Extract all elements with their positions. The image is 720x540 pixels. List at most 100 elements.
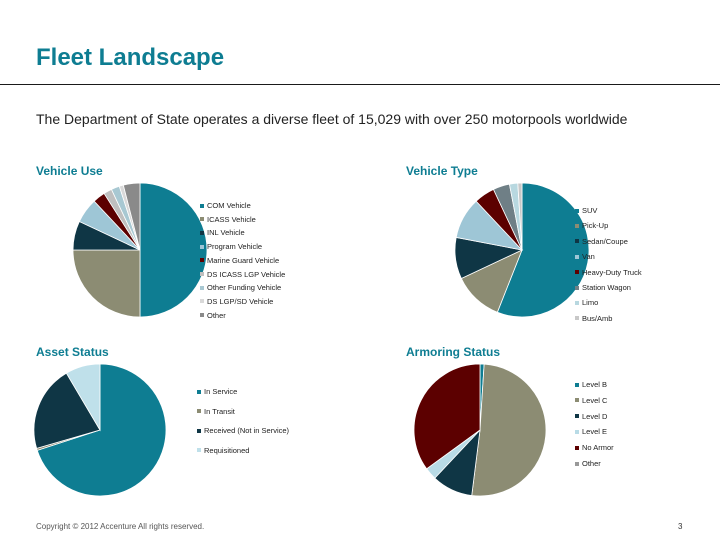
vehicle-use-legend-swatch: [200, 230, 204, 235]
vehicle-type-legend-item: Heavy-Duty Truck: [575, 268, 642, 277]
vehicle-use-legend-swatch: [200, 203, 204, 208]
vehicle-type-legend-swatch: [575, 285, 579, 290]
armoring-status-legend-item: Other: [575, 459, 601, 468]
vehicle-use-legend-swatch: [200, 244, 204, 249]
vehicle-type-legend-swatch: [575, 300, 579, 305]
asset-status-legend-swatch: [197, 409, 201, 413]
vehicle-use-legend-swatch: [200, 272, 204, 276]
armoring-status-legend-label: Level C: [582, 395, 608, 405]
vehicle-type-slice-bus-amb: [517, 182, 523, 251]
vehicle-type-legend-swatch: [575, 208, 579, 213]
asset-status-slice-requisitioned: [65, 363, 101, 432]
vehicle-type-legend-label: Pick-Up: [582, 221, 609, 231]
vehicle-type-legend-label: Heavy-Duty Truck: [582, 267, 642, 277]
copyright-footer: Copyright © 2012 Accenture All rights re…: [36, 522, 205, 531]
vehicle-use-legend-swatch: [200, 313, 204, 318]
vehicle-type-legend-item: Station Wagon: [575, 283, 631, 292]
vehicle-type-title: Vehicle Type: [406, 164, 478, 178]
vehicle-type-legend-label: Bus/Amb: [582, 313, 613, 323]
vehicle-use-legend-item: ICASS Vehicle: [200, 215, 256, 224]
vehicle-type-legend-item: Limo: [575, 298, 598, 307]
armoring-status-legend-swatch: [575, 461, 579, 466]
asset-status-title: Asset Status: [36, 345, 109, 359]
armoring-status-legend-item: Level E: [575, 427, 607, 436]
armoring-status-legend-label: Other: [582, 459, 601, 468]
asset-status-legend-label: In Transit: [204, 406, 235, 416]
armoring-status-legend-label: Level D: [582, 411, 608, 421]
armoring-status-legend-label: Level B: [582, 380, 608, 389]
vehicle-use-title: Vehicle Use: [36, 164, 103, 178]
vehicle-use-legend-item: Marine Guard Vehicle: [200, 256, 279, 265]
vehicle-use-legend-swatch: [200, 299, 204, 304]
armoring-status-legend-label: No Armor: [582, 443, 614, 453]
vehicle-use-legend-item: Program Vehicle: [200, 242, 262, 251]
asset-status-legend-item: Received (Not in Service): [197, 426, 289, 435]
vehicle-use-legend-label: DS ICASS LGP Vehicle: [207, 269, 286, 279]
vehicle-type-legend-item: Van: [575, 252, 595, 261]
vehicle-type-legend-item: Pick-Up: [575, 221, 608, 230]
vehicle-use-legend-label: ICASS Vehicle: [207, 214, 256, 224]
vehicle-type-legend-swatch: [575, 270, 579, 275]
asset-status-legend-item: Requisitioned: [197, 446, 249, 455]
asset-status-legend-swatch: [197, 428, 201, 433]
armoring-status-legend-swatch: [575, 398, 579, 403]
page-number: 3: [678, 522, 683, 531]
vehicle-type-slices: [454, 182, 590, 318]
armoring-status-slice-level-c: [471, 363, 547, 497]
vehicle-use-legend-label: INL Vehicle: [207, 228, 245, 238]
armoring-status-legend-swatch: [575, 382, 579, 387]
armoring-status-slices: [413, 363, 547, 497]
vehicle-use-slice-com-vehicle: [139, 182, 208, 318]
vehicle-use-legend-item: INL Vehicle: [200, 228, 245, 237]
asset-status-slices: [33, 363, 167, 497]
vehicle-use-legend-label: DS LGP/SD Vehicle: [207, 296, 274, 306]
armoring-status-legend-item: No Armor: [575, 443, 614, 452]
vehicle-type-legend-label: Station Wagon: [582, 283, 631, 292]
armoring-status-slice-no-armor: [413, 363, 481, 470]
vehicle-use-legend-item: COM Vehicle: [200, 201, 251, 210]
asset-status-legend-label: Received (Not in Service): [204, 426, 290, 435]
vehicle-use-slice-icass-vehicle: [72, 249, 141, 318]
armoring-status-legend-label: Level E: [582, 427, 608, 437]
asset-status-legend-swatch: [197, 448, 201, 452]
title-divider: [0, 84, 720, 85]
vehicle-use-legend-label: Other Funding Vehicle: [207, 283, 282, 293]
vehicle-type-legend-item: Sedan/Coupe: [575, 237, 628, 246]
vehicle-use-legend-label: Program Vehicle: [207, 242, 263, 252]
page-title: Fleet Landscape: [36, 44, 225, 71]
vehicle-use-legend-label: Marine Guard Vehicle: [207, 255, 280, 265]
armoring-status-legend-swatch: [575, 429, 579, 434]
vehicle-use-legend-item: DS ICASS LGP Vehicle: [200, 270, 285, 279]
vehicle-type-legend-label: Van: [582, 252, 595, 262]
armoring-status-legend-swatch: [575, 414, 579, 419]
armoring-status-legend-swatch: [575, 445, 579, 450]
vehicle-type-legend-label: Sedan/Coupe: [582, 236, 628, 246]
vehicle-use-slices: [72, 182, 208, 318]
vehicle-type-legend-item: Bus/Amb: [575, 314, 612, 323]
asset-status-slice-received-not-in-service: [33, 372, 101, 449]
vehicle-type-legend-swatch: [575, 239, 579, 244]
asset-status-legend-label: Requisitioned: [204, 445, 250, 455]
vehicle-use-legend-item: Other: [200, 311, 226, 320]
armoring-status-legend-item: Level C: [575, 396, 607, 405]
armoring-status-legend-item: Level D: [575, 412, 607, 421]
asset-status-legend-label: In Service: [204, 387, 238, 396]
armoring-status-legend-item: Level B: [575, 380, 607, 389]
vehicle-type-legend-swatch: [575, 254, 579, 259]
vehicle-type-legend-swatch: [575, 316, 579, 321]
vehicle-type-legend-item: SUV: [575, 206, 597, 215]
vehicle-type-legend-swatch: [575, 223, 579, 228]
vehicle-use-legend-label: Other: [207, 310, 226, 320]
vehicle-type-slice-suv: [496, 182, 590, 318]
vehicle-use-legend-swatch: [200, 217, 204, 222]
page-subtitle: The Department of State operates a diver…: [36, 111, 628, 127]
asset-status-legend-item: In Transit: [197, 407, 235, 416]
asset-status-legend-swatch: [197, 389, 201, 394]
vehicle-use-legend-swatch: [200, 258, 204, 263]
asset-status-legend-item: In Service: [197, 387, 237, 396]
asset-status-slice-in-service: [36, 363, 167, 497]
vehicle-use-legend-item: DS LGP/SD Vehicle: [200, 297, 273, 306]
vehicle-use-legend-swatch: [200, 285, 204, 290]
armoring-status-title: Armoring Status: [406, 345, 501, 359]
